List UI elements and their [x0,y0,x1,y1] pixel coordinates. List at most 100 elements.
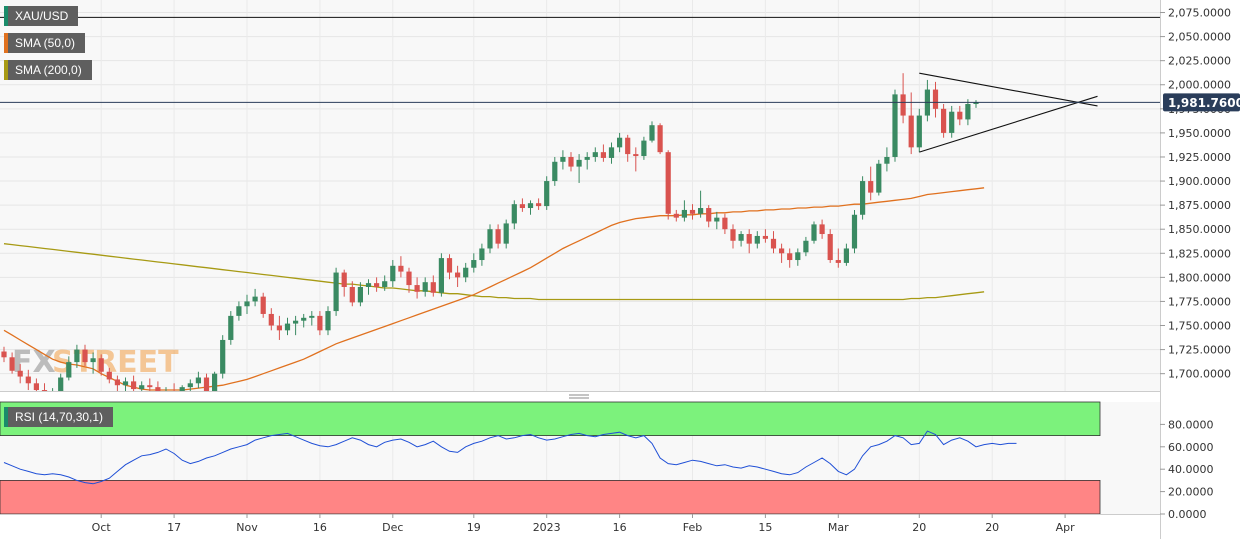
legend-sma-50[interactable]: SMA (50,0) [4,33,86,53]
trendline-0 [919,72,1098,107]
candle-body-99 [803,240,809,253]
candle-body-96 [779,248,785,254]
candle-body-41 [333,272,339,312]
candle-body-47 [382,281,388,287]
candle-body-119 [965,104,971,120]
price-tick-label-2: 2,025.0000 [1168,55,1231,68]
candle-body-80 [649,125,655,141]
candle-body-70 [568,156,574,167]
candle-body-46 [374,283,380,287]
legend-xauusd-label: XAU/USD [15,9,69,23]
candle-body-106 [860,181,866,215]
candle-body-44 [357,286,363,303]
legend-swatch-sma-50 [4,33,8,53]
sma-50-line [3,187,985,391]
candle-body-86 [698,208,704,214]
candle-body-49 [398,265,404,272]
candle-body-89 [722,217,728,230]
candle-body-74 [600,152,606,158]
candle-body-113 [916,115,922,148]
x-tick-label-5: Dec [382,521,403,534]
legend-sma-200-label: SMA (200,0) [15,63,82,77]
rsi-tick-label-4: 0.0000 [1168,508,1207,521]
candle-body-117 [949,111,955,133]
price-tick-label-11: 1,800.0000 [1168,271,1231,284]
candle-body-9 [74,349,80,363]
pane-separator-bg [0,391,1244,402]
candle-body-93 [754,235,760,244]
candle-body-52 [422,282,428,292]
candle-body-30 [244,301,250,307]
legend-xauusd[interactable]: XAU/USD [4,6,79,26]
candle-body-35 [284,323,291,331]
candle-body-91 [738,234,744,241]
trendline-1 [919,95,1098,153]
candle-body-48 [390,265,396,282]
candle-body-26 [212,373,218,393]
candle-body-7 [58,377,64,393]
candle-body-45 [365,283,372,287]
candle-body-10 [82,349,88,363]
x-tick-label-6: 19 [467,521,481,534]
candle-body-36 [293,320,299,324]
candle-body-32 [260,296,266,314]
legend-rsi[interactable]: RSI (14,70,30,1) [4,407,114,427]
candle-body-69 [560,156,566,162]
candle-body-39 [317,315,323,331]
candle-body-57 [463,267,469,278]
x-tick-label-12: 20 [912,521,926,534]
price-tick-label-10: 1,825.0000 [1168,247,1231,260]
candle-body-75 [608,147,615,158]
candle-body-66 [536,203,542,207]
candle-body-14 [114,379,120,386]
candle-body-81 [657,125,663,153]
price-tick-label-13: 1,750.0000 [1168,320,1231,333]
candle-body-42 [341,272,347,287]
rsi-tick-label-0: 80.0000 [1168,418,1214,431]
x-tick-label-10: 15 [758,521,772,534]
candle-body-79 [641,140,647,157]
candle-body-111 [900,94,906,116]
candle-body-67 [544,181,550,207]
candle-body-92 [746,234,752,244]
candle-body-110 [892,94,898,157]
legend-sma-200[interactable]: SMA (200,0) [4,60,92,80]
candle-body-63 [511,204,517,224]
candle-body-68 [552,161,558,182]
candle-body-31 [252,296,258,302]
candle-body-102 [827,234,833,261]
candle-body-4 [33,383,39,391]
candle-body-84 [681,209,687,218]
candle-body-97 [787,253,793,261]
candle-body-33 [268,313,274,326]
candle-body-105 [851,214,858,249]
candle-body-2 [17,370,23,377]
candle-body-60 [487,229,493,249]
candle-body-54 [438,258,444,293]
candle-body-107 [868,181,874,193]
price-tick-label-15: 1,700.0000 [1168,368,1231,381]
candle-body-98 [795,252,801,261]
price-tick-label-1: 2,050.0000 [1168,31,1231,44]
candle-body-101 [819,224,825,235]
price-tick-label-7: 1,900.0000 [1168,175,1231,188]
candle-body-15 [122,381,129,386]
candle-body-71 [576,159,582,167]
candle-body-58 [471,260,477,268]
candle-body-76 [617,137,623,148]
legend-swatch-rsi [4,407,8,427]
candle-body-18 [147,385,153,388]
candle-body-24 [195,377,201,384]
candle-body-23 [187,383,193,388]
candle-body-94 [762,235,768,239]
price-tick-label-5: 1,950.0000 [1168,127,1231,140]
candle-body-112 [908,115,914,148]
candle-body-1 [9,357,15,371]
candle-body-104 [843,248,849,263]
price-tick-label-12: 1,775.0000 [1168,295,1231,308]
price-tick-label-0: 2,075.0000 [1168,7,1231,20]
candle-body-3 [25,376,31,384]
candle-body-43 [349,286,355,303]
